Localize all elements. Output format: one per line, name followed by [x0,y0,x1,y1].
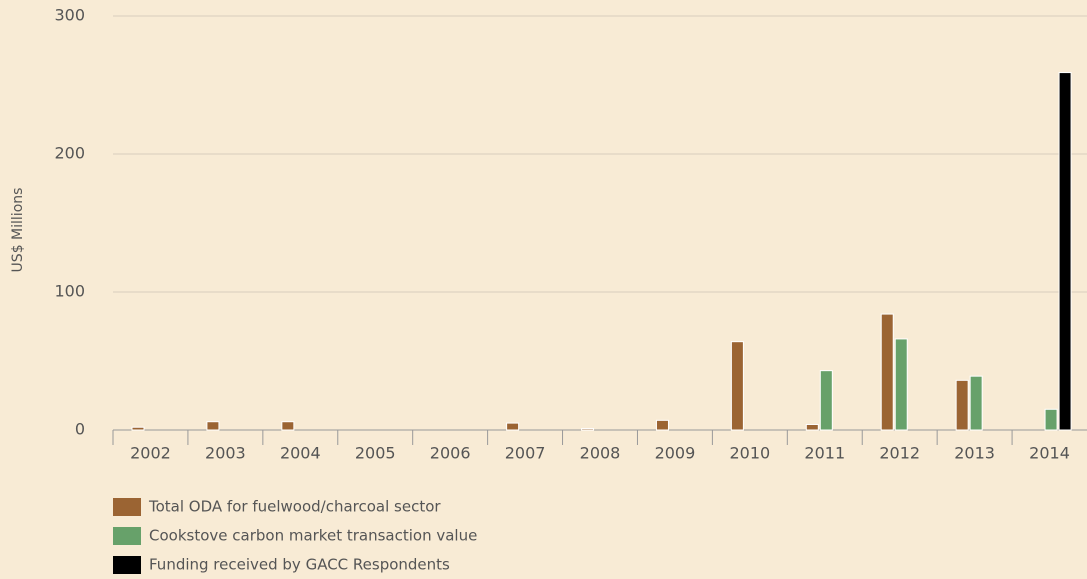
bar [281,421,295,431]
legend-swatch [113,556,141,574]
x-tick-label: 2006 [430,444,471,463]
bar [805,423,819,431]
bar [655,419,669,431]
x-tick-label: 2009 [655,444,696,463]
y-tick-label: 0 [75,420,85,439]
y-axis-label: US$ Millions [10,188,26,273]
legend-swatch [113,527,141,545]
x-tick-label: 2012 [879,444,920,463]
x-tick-label: 2010 [729,444,770,463]
y-tick-label: 100 [54,282,85,301]
bar [131,426,145,431]
x-tick-label: 2008 [580,444,621,463]
bar [819,370,833,431]
x-tick-label: 2014 [1029,444,1070,463]
bar [1044,408,1058,431]
bar [206,421,220,431]
x-tick-label: 2004 [280,444,321,463]
x-tick-label: 2005 [355,444,396,463]
bar [730,341,744,431]
x-tick-label: 2011 [804,444,845,463]
x-tick-label: 2003 [205,444,246,463]
legend-label: Cookstove carbon market transaction valu… [149,527,477,545]
y-tick-label: 200 [54,144,85,163]
x-tick-label: 2013 [954,444,995,463]
bar [955,379,969,431]
bar [880,313,894,431]
legend-label: Funding received by GACC Respondents [149,556,450,574]
y-tick-label: 300 [54,6,85,25]
bar [506,422,520,431]
bar [969,375,983,431]
x-tick-label: 2002 [130,444,171,463]
bar [1058,72,1072,431]
bar [894,338,908,431]
x-tick-label: 2007 [505,444,546,463]
legend-label: Total ODA for fuelwood/charcoal sector [148,498,441,516]
legend-swatch [113,498,141,516]
bar [581,428,595,431]
